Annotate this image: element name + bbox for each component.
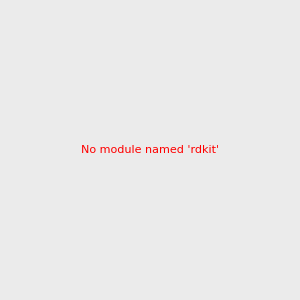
Text: No module named 'rdkit': No module named 'rdkit' [81, 145, 219, 155]
